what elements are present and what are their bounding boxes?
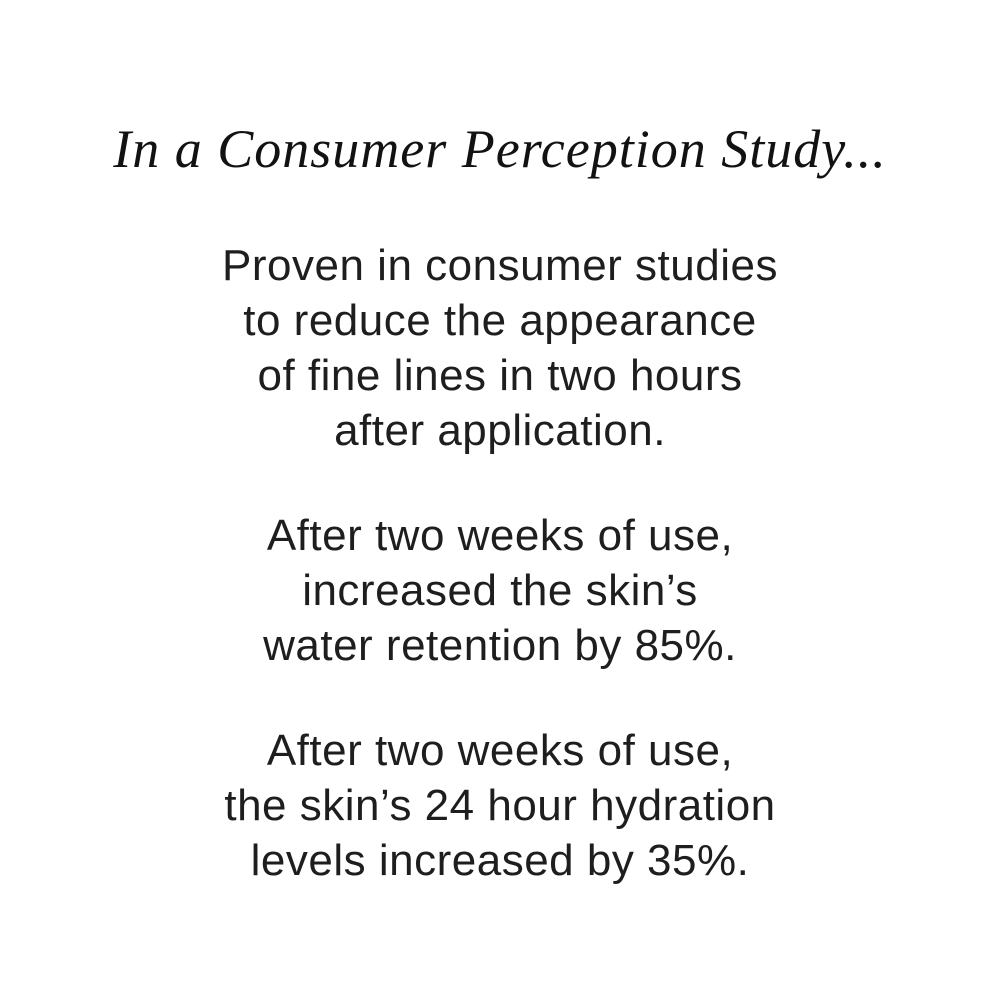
claim-line: increased the skin’s	[302, 566, 698, 616]
claim-line: After two weeks of use,	[266, 726, 734, 776]
claim-paragraph-water-retention: After two weeks of use, increased the sk…	[0, 508, 1000, 673]
claim-paragraph-fine-lines: Proven in consumer studies to reduce the…	[0, 238, 1000, 458]
claim-line: After two weeks of use,	[266, 511, 734, 561]
claim-line: of fine lines in two hours	[257, 351, 743, 401]
claim-line: after application.	[334, 406, 666, 456]
claim-line: to reduce the appearance	[243, 296, 757, 346]
claim-paragraph-hydration-levels: After two weeks of use, the skin’s 24 ho…	[0, 723, 1000, 888]
claim-line: Proven in consumer studies	[222, 241, 778, 291]
study-headline: In a Consumer Perception Study...	[113, 119, 887, 179]
claim-line: the skin’s 24 hour hydration	[224, 781, 776, 831]
claim-line: levels increased by 35%.	[250, 836, 750, 886]
claim-line: water retention by 85%.	[263, 621, 737, 671]
